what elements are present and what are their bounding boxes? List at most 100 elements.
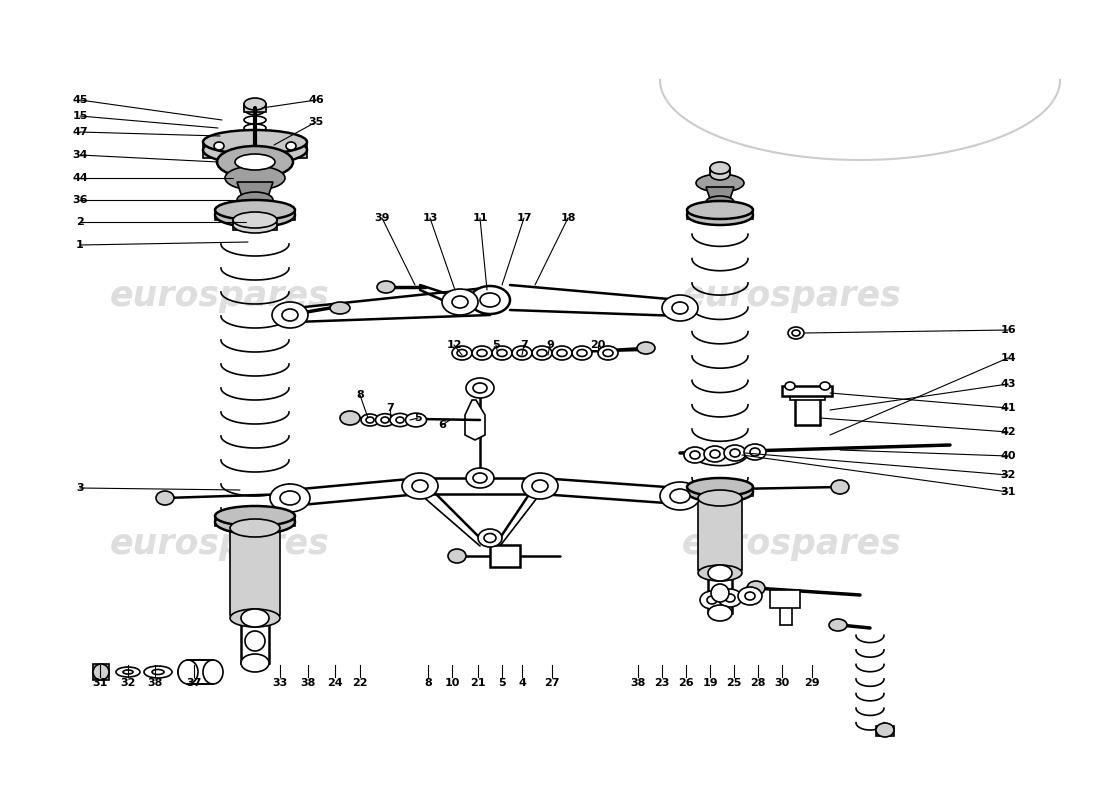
Bar [698, 495, 742, 570]
Text: 17: 17 [516, 213, 531, 223]
Ellipse shape [688, 482, 754, 502]
Ellipse shape [696, 174, 744, 192]
Text: 13: 13 [422, 213, 438, 223]
Ellipse shape [204, 660, 223, 684]
Text: 35: 35 [308, 117, 323, 127]
Ellipse shape [484, 534, 496, 542]
Text: eurospares: eurospares [110, 527, 330, 561]
Ellipse shape [204, 136, 307, 164]
Ellipse shape [710, 168, 730, 180]
Ellipse shape [738, 587, 762, 605]
Ellipse shape [472, 346, 492, 360]
Ellipse shape [876, 723, 894, 737]
Ellipse shape [214, 200, 295, 220]
Text: 5: 5 [492, 340, 499, 350]
Ellipse shape [829, 619, 847, 631]
Ellipse shape [178, 660, 198, 684]
Text: 18: 18 [560, 213, 575, 223]
Ellipse shape [245, 631, 265, 651]
Ellipse shape [706, 196, 734, 208]
Ellipse shape [698, 490, 742, 506]
Ellipse shape [204, 130, 307, 154]
Ellipse shape [672, 302, 688, 314]
Ellipse shape [448, 549, 466, 563]
Ellipse shape [406, 413, 427, 427]
Text: 41: 41 [1000, 403, 1015, 413]
Bar [708, 573, 732, 613]
Text: 38: 38 [630, 678, 646, 688]
Text: 43: 43 [1000, 379, 1015, 389]
Text: 39: 39 [374, 213, 389, 223]
Ellipse shape [478, 529, 502, 547]
Bar [782, 386, 832, 396]
Ellipse shape [217, 146, 293, 178]
Bar [770, 590, 800, 608]
Ellipse shape [226, 166, 285, 190]
Text: 27: 27 [544, 678, 560, 688]
Ellipse shape [214, 510, 295, 534]
Ellipse shape [375, 414, 395, 426]
Ellipse shape [452, 296, 468, 308]
Text: 14: 14 [1000, 353, 1015, 363]
Ellipse shape [557, 350, 566, 357]
Text: 12: 12 [447, 340, 462, 350]
Text: 29: 29 [804, 678, 820, 688]
Ellipse shape [532, 346, 552, 360]
Ellipse shape [94, 664, 109, 680]
Text: 16: 16 [1000, 325, 1015, 335]
Text: 21: 21 [471, 678, 486, 688]
Bar [688, 487, 754, 496]
Ellipse shape [412, 480, 428, 492]
Ellipse shape [572, 346, 592, 360]
Ellipse shape [578, 350, 587, 357]
Ellipse shape [244, 132, 266, 140]
Bar [204, 142, 307, 158]
Text: 1: 1 [76, 240, 84, 250]
Ellipse shape [522, 473, 558, 499]
Ellipse shape [233, 217, 277, 233]
Ellipse shape [750, 448, 760, 456]
Text: 46: 46 [308, 95, 323, 105]
Ellipse shape [144, 666, 172, 678]
Ellipse shape [788, 327, 804, 339]
Ellipse shape [532, 480, 548, 492]
Text: 8: 8 [425, 678, 432, 688]
Ellipse shape [711, 584, 729, 602]
Text: 34: 34 [73, 150, 88, 160]
Ellipse shape [282, 309, 298, 321]
Ellipse shape [190, 667, 210, 677]
Ellipse shape [390, 414, 410, 426]
Text: 3: 3 [76, 483, 84, 493]
Ellipse shape [235, 154, 275, 170]
Ellipse shape [244, 116, 266, 124]
Ellipse shape [688, 478, 754, 496]
Bar [214, 516, 295, 526]
Text: 32: 32 [120, 678, 135, 688]
Ellipse shape [662, 295, 698, 321]
Text: 38: 38 [300, 678, 316, 688]
Text: 7: 7 [386, 403, 394, 413]
Ellipse shape [724, 445, 746, 461]
Ellipse shape [637, 342, 654, 354]
Text: 42: 42 [1000, 427, 1015, 437]
Bar [790, 392, 825, 400]
Ellipse shape [340, 411, 360, 425]
Ellipse shape [785, 382, 795, 390]
Ellipse shape [684, 447, 706, 463]
Ellipse shape [244, 98, 266, 110]
Ellipse shape [745, 592, 755, 600]
Ellipse shape [603, 350, 613, 357]
Ellipse shape [725, 594, 735, 602]
Ellipse shape [698, 565, 742, 581]
Polygon shape [465, 400, 485, 440]
Text: 10: 10 [444, 678, 460, 688]
Ellipse shape [480, 293, 501, 307]
Text: 2: 2 [76, 217, 84, 227]
Bar [241, 618, 270, 663]
Bar [94, 664, 109, 680]
Ellipse shape [286, 142, 296, 150]
Text: 11: 11 [472, 213, 487, 223]
Ellipse shape [152, 670, 164, 674]
Text: 6: 6 [438, 420, 446, 430]
Text: 31: 31 [1000, 487, 1015, 497]
